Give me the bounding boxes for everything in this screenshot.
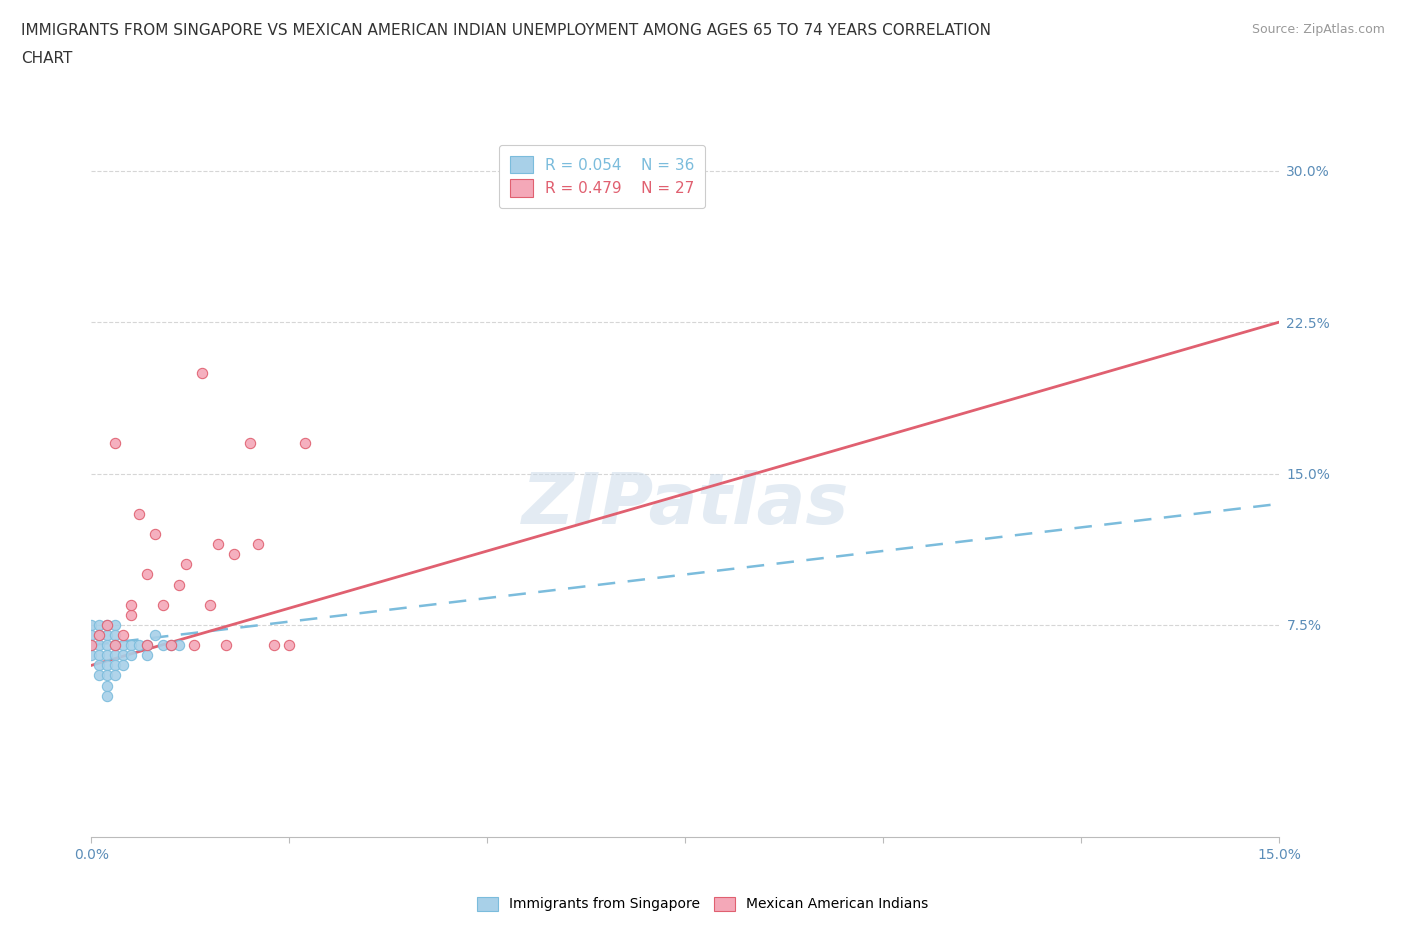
Point [128,638,150,653]
Point [96,628,118,643]
Point [263,638,285,653]
Text: CHART: CHART [21,51,73,66]
Point [167,578,190,592]
Point [167,638,190,653]
Point [200,597,222,612]
Point [135,648,157,663]
Point [96,678,118,693]
Point [96,618,118,632]
Point [135,638,157,653]
Legend: R = 0.054    N = 36, R = 0.479    N = 27: R = 0.054 N = 36, R = 0.479 N = 27 [499,145,706,207]
Point [80,638,103,653]
Point [96,688,118,703]
Point [80,638,103,653]
Point [96,658,118,672]
Point [239,436,262,451]
Text: Source: ZipAtlas.com: Source: ZipAtlas.com [1251,23,1385,36]
Point [104,648,127,663]
Point [104,668,127,683]
Point [120,648,142,663]
Point [176,557,198,572]
Point [104,658,127,672]
Point [104,618,127,632]
Text: ZIPatlas: ZIPatlas [522,471,849,539]
Point [112,628,135,643]
Point [159,638,181,653]
Point [135,567,157,582]
Point [183,638,205,653]
Point [294,436,316,451]
Point [96,638,118,653]
Point [191,365,214,380]
Point [96,668,118,683]
Point [112,658,135,672]
Point [120,597,142,612]
Point [120,638,142,653]
Point [89,658,111,672]
Point [152,638,174,653]
Point [89,648,111,663]
Point [128,507,150,522]
Point [80,618,103,632]
Point [96,618,118,632]
Point [104,638,127,653]
Point [89,668,111,683]
Point [120,607,142,622]
Point [89,638,111,653]
Point [89,628,111,643]
Point [112,648,135,663]
Point [80,628,103,643]
Point [80,648,103,663]
Point [152,597,174,612]
Point [207,537,229,551]
Point [104,436,127,451]
Point [222,547,245,562]
Text: IMMIGRANTS FROM SINGAPORE VS MEXICAN AMERICAN INDIAN UNEMPLOYMENT AMONG AGES 65 : IMMIGRANTS FROM SINGAPORE VS MEXICAN AME… [21,23,991,38]
Point [278,638,301,653]
Point [143,526,166,541]
Point [215,638,238,653]
Point [104,638,127,653]
Point [135,638,157,653]
Point [143,628,166,643]
Point [112,638,135,653]
Legend: Immigrants from Singapore, Mexican American Indians: Immigrants from Singapore, Mexican Ameri… [471,890,935,919]
Point [89,628,111,643]
Point [246,537,269,551]
Point [89,618,111,632]
Point [104,628,127,643]
Point [159,638,181,653]
Point [96,648,118,663]
